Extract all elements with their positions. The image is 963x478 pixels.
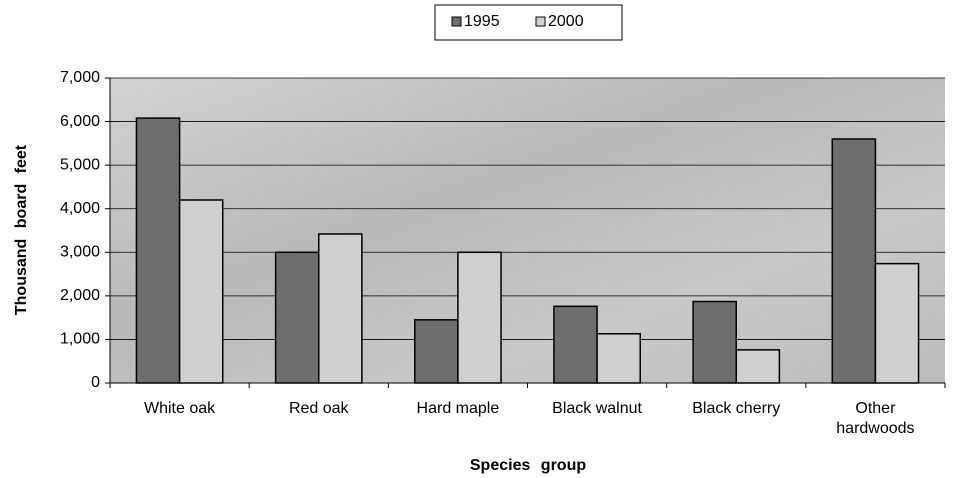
- bar: [692, 300, 738, 384]
- legend-label: 2000: [548, 13, 584, 30]
- x-tick-label: White oak: [144, 400, 216, 417]
- plot-background: [110, 78, 945, 383]
- y-tick-label: 1,000: [60, 331, 100, 348]
- x-tick-label: Black cherry: [692, 400, 781, 417]
- legend-swatch: [535, 16, 546, 27]
- y-tick-label: 5,000: [60, 156, 100, 173]
- y-tick-label: 6,000: [60, 113, 100, 130]
- x-tick-label: Red oak: [288, 400, 349, 417]
- y-tick-label: 4,000: [60, 200, 100, 217]
- x-tick-label: Other hardwoods: [836, 400, 915, 437]
- bar: [414, 319, 459, 384]
- legend-box: [434, 4, 623, 41]
- y-tick-label: 3,000: [60, 244, 100, 261]
- bar: [318, 233, 363, 384]
- bar: [831, 138, 877, 384]
- y-tick-label: 7,000: [60, 69, 100, 86]
- legend-label: 1995: [464, 13, 500, 30]
- bar: [274, 251, 320, 384]
- x-tick-label: Hard maple: [416, 400, 500, 417]
- y-tick-label: 0: [91, 374, 100, 391]
- bar: [735, 349, 781, 384]
- bar: [553, 305, 598, 384]
- bar: [135, 117, 181, 384]
- bar: [457, 251, 502, 384]
- y-axis-title: Thousand board feet: [13, 144, 30, 315]
- bar: [596, 333, 641, 384]
- legend-swatch: [451, 16, 462, 27]
- x-tick-label: Black walnut: [552, 400, 642, 417]
- y-tick-label: 2,000: [60, 287, 100, 304]
- x-axis-title: Species group: [470, 457, 586, 474]
- bar: [178, 199, 224, 384]
- bar: [874, 262, 920, 384]
